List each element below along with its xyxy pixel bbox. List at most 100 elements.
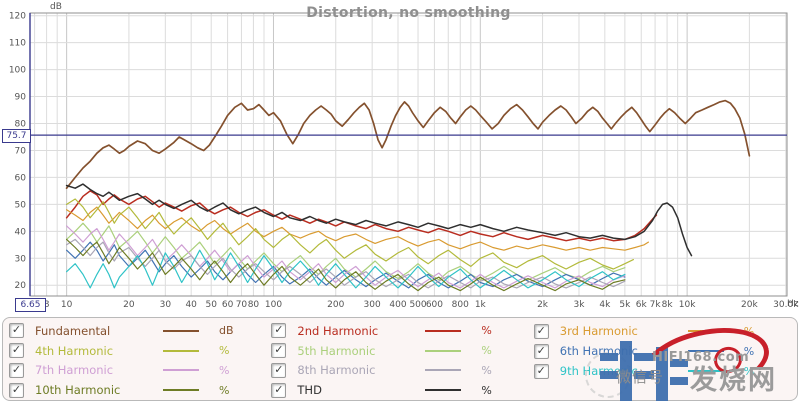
legend-unit-fund: dB <box>219 324 234 338</box>
checkbox-h3[interactable]: ✓ <box>533 323 549 339</box>
legend-swatch-h2 <box>425 329 462 332</box>
legend-unit-h10: % <box>219 383 230 397</box>
legend-item-thd: ✓ THD% <box>271 380 533 400</box>
legend-label-h2: 2nd Harmonic <box>297 323 379 338</box>
legend-label-h8: 8th Harmonic <box>297 363 376 378</box>
checkbox-h9[interactable]: ✓ <box>533 363 549 379</box>
y-axis-unit-label: dB <box>50 2 62 12</box>
legend-item-h5: ✓ 5th Harmonic% <box>271 341 533 361</box>
svg-text:500: 500 <box>409 300 426 310</box>
svg-text:3k: 3k <box>574 300 586 310</box>
svg-text:200: 200 <box>327 300 344 310</box>
svg-text:60: 60 <box>222 300 234 310</box>
svg-text:100: 100 <box>265 300 282 310</box>
trace-h8 <box>65 238 626 289</box>
legend-item-fund: ✓ Fundamental dB <box>9 321 271 341</box>
svg-text:40: 40 <box>15 227 27 237</box>
legend-label-h6: 6th Harmonic <box>559 344 638 358</box>
legend-unit-h8: % <box>481 363 492 377</box>
svg-text:80: 80 <box>15 120 27 130</box>
legend-label-thd: THD <box>297 383 322 398</box>
trace-h3 <box>65 206 650 251</box>
svg-text:70: 70 <box>15 146 27 156</box>
checkbox-h2[interactable]: ✓ <box>271 323 287 339</box>
checkbox-thd[interactable]: ✓ <box>271 382 287 398</box>
legend-unit-h9: % <box>743 364 755 378</box>
svg-text:110: 110 <box>9 39 26 49</box>
checkbox-h7[interactable]: ✓ <box>9 362 24 378</box>
gridlines <box>30 13 787 296</box>
trace-h5 <box>65 222 626 281</box>
legend-label-fund: Fundamental <box>35 323 111 338</box>
svg-text:50: 50 <box>205 300 217 310</box>
svg-text:40: 40 <box>185 300 197 310</box>
legend-swatch-h5 <box>425 349 462 352</box>
legend-column: ✓ 2nd Harmonic% ✓ 5th Harmonic% ✓ 8th Harmoni… <box>271 321 533 400</box>
legend-panel: ✓ Fundamental dB ✓ 4th Harmonic% ✓ 7th Harmoni… <box>2 317 798 401</box>
svg-text:1k: 1k <box>475 300 487 310</box>
legend-column: ✓ Fundamental dB ✓ 4th Harmonic% ✓ 7th Harmoni… <box>9 321 271 400</box>
svg-text:400: 400 <box>389 300 406 310</box>
legend-unit-h4: % <box>219 344 230 358</box>
svg-text:5k: 5k <box>619 300 631 310</box>
legend-unit-h5: % <box>481 344 492 358</box>
svg-text:60: 60 <box>15 173 27 183</box>
legend-swatch-thd <box>425 389 462 392</box>
trace-h4 <box>65 198 635 270</box>
legend-item-h3: ✓ 3rd Harmonic% <box>533 321 796 341</box>
trace-h10 <box>65 238 626 292</box>
svg-text:10k: 10k <box>679 300 696 310</box>
checkbox-h4[interactable]: ✓ <box>9 343 24 359</box>
trace-thd <box>65 183 693 257</box>
legend-item-h6: ✓ 6th Harmonic% <box>533 341 796 361</box>
svg-text:30.0k: 30.0k <box>773 300 799 310</box>
svg-text:10: 10 <box>61 300 73 310</box>
svg-text:8k: 8k <box>662 300 674 310</box>
svg-text:4k: 4k <box>599 300 611 310</box>
svg-text:8: 8 <box>44 300 50 310</box>
legend-label-h9: 9th Harmonic <box>559 364 638 378</box>
legend-label-h7: 7th Harmonic <box>35 363 114 378</box>
svg-text:70: 70 <box>236 300 248 310</box>
svg-text:7k: 7k <box>650 300 662 310</box>
checkbox-fund[interactable]: ✓ <box>9 323 24 339</box>
legend-label-h10: 10th Harmonic <box>35 383 121 398</box>
legend-item-h8: ✓ 8th Harmonic% <box>271 361 533 381</box>
x-axis-unit-label: Hz <box>787 299 799 309</box>
legend-item-h10: ✓ 10th Harmonic% <box>9 380 271 400</box>
chart-title: Distortion, no smoothing <box>306 5 511 21</box>
svg-text:100: 100 <box>9 66 26 76</box>
legend-swatch-h10 <box>163 389 199 392</box>
legend-swatch-h7 <box>163 369 199 372</box>
traces <box>65 99 751 292</box>
svg-text:600: 600 <box>426 300 443 310</box>
legend-item-h4: ✓ 4th Harmonic% <box>9 341 271 361</box>
legend-label-h4: 4th Harmonic <box>35 343 114 358</box>
legend-swatch-h6 <box>687 350 724 352</box>
legend-unit-h7: % <box>219 363 230 377</box>
svg-text:30: 30 <box>15 254 27 264</box>
legend-unit-h3: % <box>743 324 755 338</box>
svg-text:300: 300 <box>364 300 381 310</box>
plot-border <box>29 12 788 297</box>
legend-label-h5: 5th Harmonic <box>297 343 376 358</box>
svg-text:50: 50 <box>15 200 27 210</box>
checkbox-h8[interactable]: ✓ <box>271 362 287 378</box>
checkbox-h10[interactable]: ✓ <box>9 382 24 398</box>
legend-unit-h6: % <box>743 344 755 358</box>
svg-text:20: 20 <box>15 281 27 291</box>
legend-swatch-fund <box>163 329 199 332</box>
legend-swatch-h3 <box>687 330 724 332</box>
svg-text:800: 800 <box>452 300 469 310</box>
checkbox-h6[interactable]: ✓ <box>533 343 549 359</box>
trace-fund <box>65 99 751 190</box>
cursor-level-readout: 75.7 <box>2 129 31 143</box>
svg-text:20k: 20k <box>741 300 758 310</box>
checkbox-h5[interactable]: ✓ <box>271 343 287 359</box>
svg-text:20: 20 <box>123 300 135 310</box>
legend-item-h2: ✓ 2nd Harmonic% <box>271 321 533 341</box>
legend-swatch-h8 <box>425 369 462 372</box>
